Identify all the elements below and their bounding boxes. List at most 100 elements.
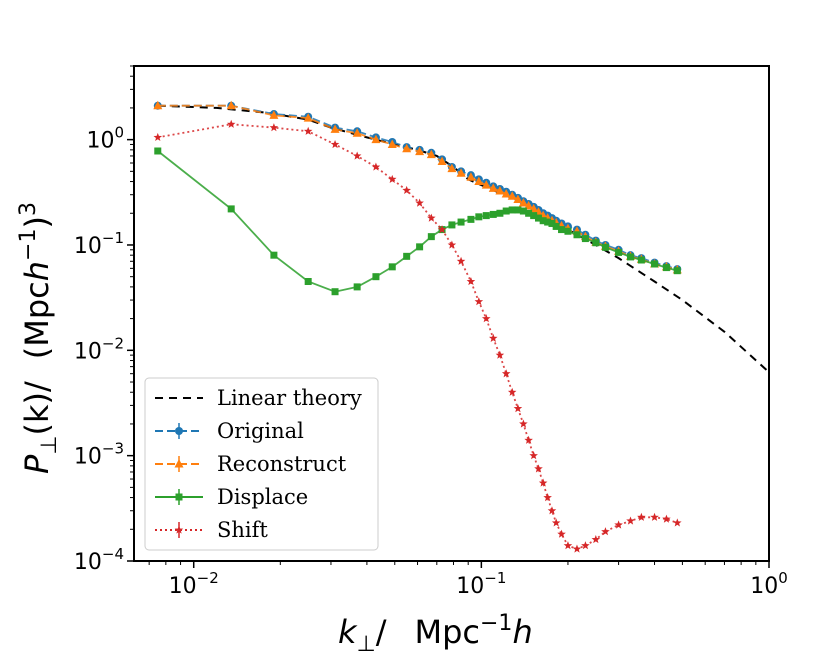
series-layer <box>153 100 770 553</box>
displace-point <box>651 260 659 268</box>
legend-label-linear-theory: Linear theory <box>217 386 362 410</box>
displace-point <box>448 221 456 229</box>
legend-label-shift: Shift <box>217 518 268 542</box>
reconstruct-point <box>402 143 412 153</box>
legend-marker-shift <box>174 525 184 534</box>
shift-point <box>538 478 548 487</box>
displace-point <box>573 231 581 239</box>
shift-point <box>513 404 523 413</box>
y-axis-label: P⊥(k)/(Mpch−1)3 <box>16 202 62 474</box>
shift-point <box>371 162 381 171</box>
legend-label-reconstruct: Reconstruct <box>217 452 347 476</box>
shift-point <box>662 514 671 523</box>
displace-point <box>601 243 609 251</box>
shift-point <box>519 419 528 428</box>
legend-marker-original <box>175 427 183 435</box>
shift-point <box>601 527 610 536</box>
displace-point <box>558 226 566 234</box>
shift-point <box>466 277 476 286</box>
shift-point <box>637 512 646 521</box>
legend-entry-reconstruct: Reconstruct <box>155 452 347 476</box>
shift-line <box>157 123 678 550</box>
shift-point <box>581 541 590 550</box>
shift-point <box>153 132 163 142</box>
reconstruct-point <box>269 110 279 119</box>
displace-point <box>519 207 527 215</box>
displace-point <box>662 264 670 272</box>
displace-point <box>270 251 278 259</box>
reconstruct-point <box>371 134 381 144</box>
shift-point <box>402 185 411 194</box>
linear-theory-line <box>157 104 770 373</box>
shift-point <box>427 213 436 222</box>
reconstruct-point <box>352 128 362 137</box>
displace-point <box>403 252 411 260</box>
reconstruct-point <box>474 176 484 186</box>
shift-point <box>447 240 457 249</box>
displace-point <box>304 278 312 286</box>
displace-point <box>416 243 424 251</box>
displace-point <box>535 214 543 222</box>
reconstruct-point <box>524 200 534 210</box>
shift-point <box>591 535 601 544</box>
legend-marker-reconstruct <box>174 459 184 468</box>
x-tick-label: 10−2 <box>169 569 219 599</box>
shift-point <box>626 516 635 525</box>
shift-point <box>488 333 498 342</box>
displace-point <box>552 222 560 230</box>
shift-point <box>614 520 623 529</box>
reconstruct-point <box>495 186 505 195</box>
reconstruct-point <box>481 180 491 189</box>
legend-label-displace: Displace <box>217 485 308 509</box>
y-tick-label: 10−2 <box>74 334 124 364</box>
shift-point <box>437 225 447 234</box>
displace-point <box>388 263 396 271</box>
legend-label-original: Original <box>217 419 304 443</box>
displace-point <box>539 217 547 225</box>
shift-point <box>415 198 424 207</box>
displace-point <box>227 205 235 213</box>
shift-point <box>543 493 552 502</box>
shift-point <box>226 119 236 128</box>
displace-point <box>615 248 623 256</box>
legend-entry-original: Original <box>155 419 304 443</box>
shift-point <box>501 369 511 378</box>
reconstruct-point <box>426 149 436 159</box>
reconstruct-point <box>466 172 476 181</box>
reconstruct-point <box>447 163 457 173</box>
displace-point <box>489 210 497 218</box>
reconstruct-point <box>387 139 397 148</box>
shift-point <box>495 350 505 359</box>
x-tick-label: 100 <box>750 569 788 599</box>
shift-point <box>547 506 557 515</box>
displace-point <box>482 212 490 220</box>
shift-point <box>673 518 682 527</box>
legend-entry-displace: Displace <box>155 485 308 509</box>
displace-point <box>627 253 635 261</box>
shift-point <box>572 544 582 553</box>
legend-entry-shift: Shift <box>155 518 268 542</box>
legend-marker-displace <box>175 493 183 501</box>
reconstruct-point <box>488 183 498 192</box>
displace-point <box>581 235 589 243</box>
shift-point <box>352 151 362 160</box>
series-shift <box>153 119 682 553</box>
plot-frame <box>133 65 770 562</box>
legend: Linear theory Original Reconstruct Displace… <box>144 377 379 551</box>
reconstruct-point <box>507 191 517 200</box>
shift-point <box>330 139 340 149</box>
y-tick-label: 10−4 <box>74 545 124 575</box>
reconstruct-point <box>226 100 236 110</box>
displace-point <box>496 209 504 217</box>
reconstruct-point <box>501 188 511 198</box>
displace-point <box>544 218 552 226</box>
shift-point <box>507 387 517 396</box>
displace-point <box>637 256 645 264</box>
displace-point <box>372 273 380 281</box>
shift-point <box>524 435 533 444</box>
x-axis-label: k⊥/Mpc−1h <box>338 611 533 657</box>
reconstruct-point <box>456 168 466 177</box>
reconstruct-point <box>153 100 163 110</box>
displace-point <box>508 206 516 214</box>
displace-point <box>457 218 465 226</box>
